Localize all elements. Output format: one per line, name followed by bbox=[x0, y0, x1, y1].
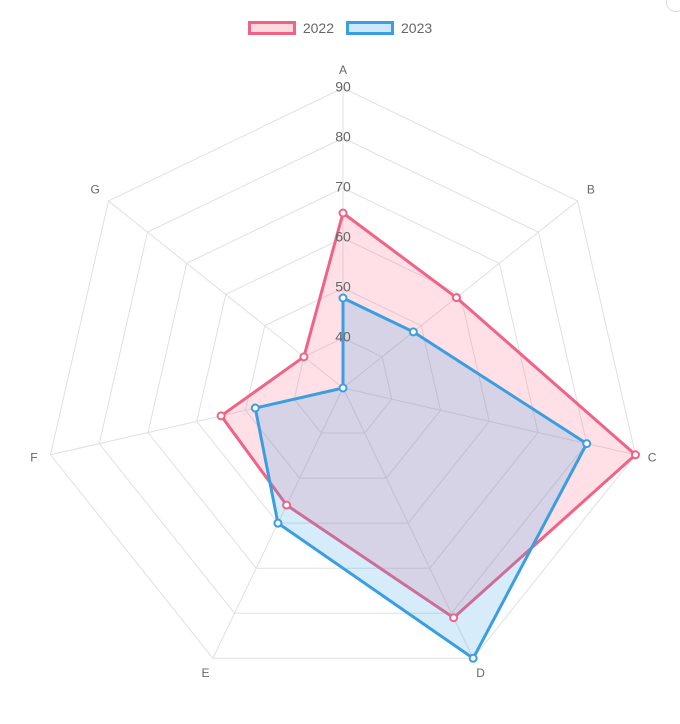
tick-label-40: 40 bbox=[335, 329, 351, 345]
point-label-G: G bbox=[90, 183, 99, 197]
data-point-2023-G bbox=[338, 383, 348, 393]
series-area-2023 bbox=[253, 296, 589, 660]
tick-label-90: 90 bbox=[335, 79, 351, 95]
point-label-E: E bbox=[201, 666, 209, 680]
data-point-2023-A bbox=[338, 293, 348, 303]
tick-label-70: 70 bbox=[335, 179, 351, 195]
tick-label-50: 50 bbox=[335, 279, 351, 295]
point-label-F: F bbox=[30, 451, 37, 465]
data-point-2022-F bbox=[216, 411, 226, 421]
data-point-2023-F bbox=[250, 403, 260, 413]
grid-ring-60 bbox=[196, 237, 490, 524]
grid-ring-40 bbox=[293, 337, 393, 434]
series-area-2022 bbox=[219, 211, 637, 620]
legend-label: 2022 bbox=[302, 20, 334, 36]
tick-label-60: 60 bbox=[335, 229, 351, 245]
data-point-2023-B bbox=[408, 327, 418, 337]
legend: 2022 2023 bbox=[0, 16, 680, 40]
grid-ring-80 bbox=[98, 137, 588, 614]
data-point-2022-B bbox=[451, 293, 461, 303]
point-label-D: D bbox=[476, 666, 485, 680]
data-point-2022-D bbox=[449, 613, 459, 623]
data-point-2022-G bbox=[299, 352, 309, 362]
point-label-C: C bbox=[648, 451, 657, 465]
data-point-2023-C bbox=[582, 439, 592, 449]
data-point-2022-A bbox=[338, 208, 348, 218]
point-label-A: A bbox=[339, 63, 347, 77]
corner-fragment bbox=[666, 0, 680, 12]
data-point-2023-D bbox=[468, 653, 478, 663]
legend-item-2022[interactable]: 2022 bbox=[247, 20, 334, 36]
legend-label: 2023 bbox=[401, 20, 433, 36]
grid-ring-90 bbox=[49, 87, 637, 659]
point-label-B: B bbox=[587, 183, 595, 197]
data-point-2022-C bbox=[630, 450, 640, 460]
legend-item-2023[interactable]: 2023 bbox=[346, 20, 432, 36]
legend-swatch bbox=[247, 21, 296, 35]
legend-swatch bbox=[346, 21, 394, 35]
tick-label-80: 80 bbox=[335, 129, 351, 145]
data-point-2023-E bbox=[273, 518, 283, 528]
data-point-2022-E bbox=[282, 500, 292, 510]
